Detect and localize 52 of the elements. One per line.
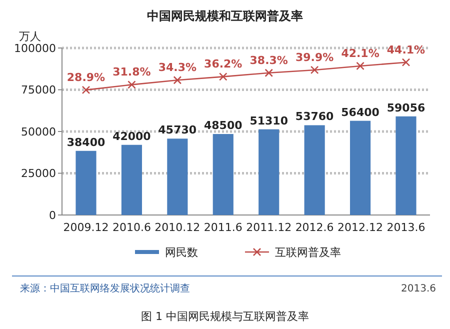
bar [396,116,416,215]
data-label: 51310 [250,114,288,128]
data-label: 45730 [158,124,197,137]
data-label: 34.3% [158,61,197,74]
data-label: 44.1% [386,43,426,56]
bar [167,138,188,215]
x-tick-label: 2013.6 [386,221,426,234]
x-tick-label: 2010.6 [112,221,151,234]
bar [76,150,96,215]
data-label: 31.8% [112,66,151,79]
point [310,66,319,74]
data-label: 38.3% [250,54,288,67]
x-tick-label: 2012.12 [338,221,384,234]
text: 2013.6 [401,284,436,294]
y-tick-label: 100000 [14,42,56,55]
data-label: 53760 [295,110,334,124]
data-label: 36.2% [204,58,242,71]
data-label: 42.1% [341,46,380,60]
point [82,86,90,94]
legend-label: 互联网普及率 [275,246,341,259]
point [402,58,410,66]
y-tick-label: 0 [49,208,56,222]
caption: 图 1 中国网民规模与互联网普及率 [141,310,309,323]
x-tick-label: 2009.12 [63,221,109,234]
data-label: 56400 [341,106,380,119]
y-axis-title: 万人 [19,30,41,43]
y-tick-label: 50000 [21,125,56,138]
data-label: 39.9% [295,50,334,64]
x-tick-label: 2011.12 [246,221,292,234]
bar [121,144,142,215]
x-tick-label: 2011.6 [204,221,242,234]
y-tick-label: 75000 [21,84,56,97]
data-label: 59056 [386,101,426,114]
bar [212,134,234,215]
y-tick-label: 25000 [21,167,56,180]
point [356,62,364,70]
x-tick-label: 2012.6 [295,221,334,234]
chart-title: 中国网民规模和互联网普及率 [147,9,303,23]
point [128,80,136,89]
point [218,72,228,81]
bar [258,129,280,215]
data-label: 28.9% [66,70,106,84]
data-label: 38400 [66,136,106,149]
x-tick-label: 2010.12 [154,221,200,234]
data-label: 42000 [112,130,152,143]
point [173,76,182,84]
bar [304,125,325,215]
point [264,68,274,78]
source-note: 来源：中国互联网络发展状况统计调查 [20,282,190,294]
data-label: 48500 [204,119,243,132]
bar [350,120,371,215]
legend-label: 网民数 [165,246,198,259]
